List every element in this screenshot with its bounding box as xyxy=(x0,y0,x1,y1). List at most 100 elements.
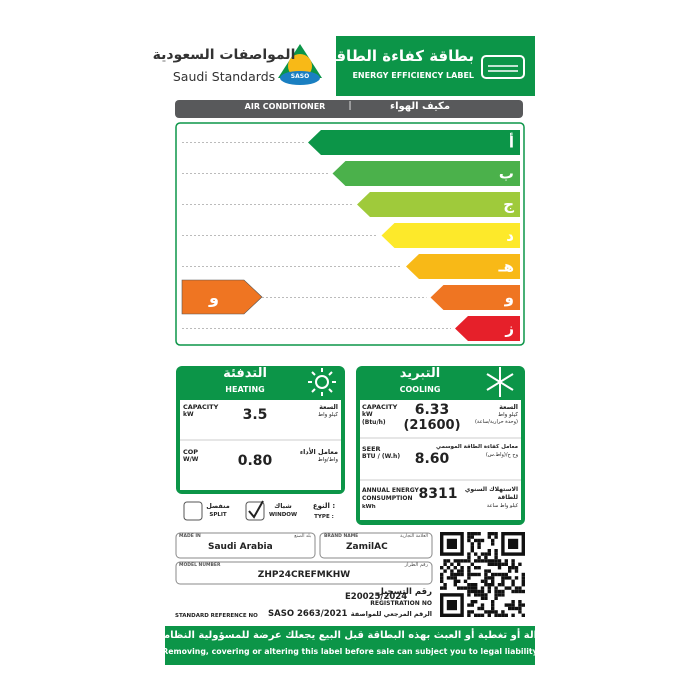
qr-module xyxy=(518,589,522,594)
rating-arrow xyxy=(308,130,520,155)
qr-module xyxy=(487,589,491,594)
qr-module xyxy=(453,559,457,563)
qr-module xyxy=(440,576,444,580)
qr-module xyxy=(504,586,508,590)
qr-module xyxy=(501,576,505,580)
qr-module xyxy=(460,586,464,590)
capacity-value: 3.5 xyxy=(242,407,268,423)
qr-module xyxy=(477,559,481,563)
footer-band xyxy=(165,626,535,665)
capacity-unit-ar: كيلو واط xyxy=(318,412,338,418)
qr-module xyxy=(491,559,495,563)
rating-letter: ج xyxy=(503,196,514,214)
qr-module xyxy=(440,572,444,577)
qr-module xyxy=(484,596,488,600)
qr-module xyxy=(497,583,502,587)
title-ar: التبريد xyxy=(399,366,441,381)
qr-module xyxy=(508,603,512,607)
qr-module xyxy=(521,576,525,580)
label-en: TYPE : xyxy=(314,514,334,520)
capacity-unit: kW xyxy=(183,411,194,418)
qr-module xyxy=(491,562,495,566)
qr-module xyxy=(443,586,447,590)
qr-module xyxy=(487,549,491,553)
qr-module xyxy=(501,579,505,583)
qr-module xyxy=(460,572,464,577)
qr-module xyxy=(474,532,478,536)
qr-module xyxy=(508,586,512,590)
qr-module xyxy=(453,583,457,587)
qr-module xyxy=(518,562,522,566)
made-in: Saudi Arabia xyxy=(208,542,273,552)
qr-module xyxy=(504,572,508,577)
separator: | xyxy=(348,101,352,111)
qr-module xyxy=(501,610,505,614)
qr-module xyxy=(504,613,508,617)
qr-finder xyxy=(440,532,464,556)
qr-module xyxy=(487,535,491,539)
qr-module xyxy=(470,572,474,577)
qr-module xyxy=(514,606,519,611)
qr-module xyxy=(470,583,474,587)
qr-module xyxy=(494,593,498,597)
rating-arrow xyxy=(406,254,520,279)
capacity-unit-ar: كيلو واط xyxy=(498,412,518,418)
qr-module xyxy=(480,593,485,597)
qr-module xyxy=(477,555,481,560)
sun-icon xyxy=(308,368,336,396)
made-in-box xyxy=(175,532,316,559)
qr-module xyxy=(467,610,471,614)
qr-module xyxy=(521,613,525,617)
qr-module xyxy=(484,552,488,556)
qr-module xyxy=(446,576,451,580)
qr-module xyxy=(474,593,478,597)
seer-unit-ar: وح ح/(واط.س) xyxy=(485,452,518,458)
qr-module xyxy=(501,583,505,587)
qr-module xyxy=(521,579,525,583)
qr-module xyxy=(474,552,478,556)
qr-module xyxy=(450,576,454,580)
qr-module xyxy=(474,600,478,604)
capacity-value: 6.33 xyxy=(414,402,450,418)
logo-ar: المواصفات السعودية xyxy=(152,47,296,63)
qr-module xyxy=(491,610,495,614)
qr-module xyxy=(497,562,502,566)
qr-module xyxy=(501,562,505,566)
qr-module xyxy=(514,589,519,594)
qr-module xyxy=(511,613,515,617)
qr-module xyxy=(511,606,515,611)
split-en: SPLIT xyxy=(209,512,227,518)
snowflake-icon xyxy=(486,367,514,397)
qr-module xyxy=(504,603,508,607)
qr-module xyxy=(460,566,464,570)
qr-module xyxy=(474,589,478,594)
qr-module xyxy=(491,583,495,587)
qr-module xyxy=(494,549,498,553)
product-bar xyxy=(175,100,523,118)
qr-module xyxy=(501,593,505,597)
brand-box xyxy=(319,532,433,559)
qr-module xyxy=(470,589,474,594)
qr-module xyxy=(457,579,461,583)
cooling-body xyxy=(360,400,521,520)
qr-module xyxy=(467,613,471,617)
qr-module xyxy=(457,559,461,563)
cop-unit: W/W xyxy=(183,456,199,463)
made-in-en: MADE IN xyxy=(179,534,201,539)
model: ZHP24CREFMKHW xyxy=(257,570,351,580)
qr-module xyxy=(514,576,519,580)
qr-module xyxy=(494,559,498,563)
qr-module xyxy=(501,589,505,594)
qr-module xyxy=(443,583,447,587)
rating-arrow xyxy=(381,223,520,248)
annual-ar2: للطاقة xyxy=(497,494,518,501)
label-ar: النوع : xyxy=(312,502,336,510)
registration: E20025/2024 xyxy=(345,592,408,602)
qr-module xyxy=(477,545,481,549)
qr-module xyxy=(477,613,481,617)
qr-module xyxy=(521,572,525,577)
qr-module xyxy=(457,586,461,590)
capacity-ar: السعة xyxy=(499,403,518,411)
